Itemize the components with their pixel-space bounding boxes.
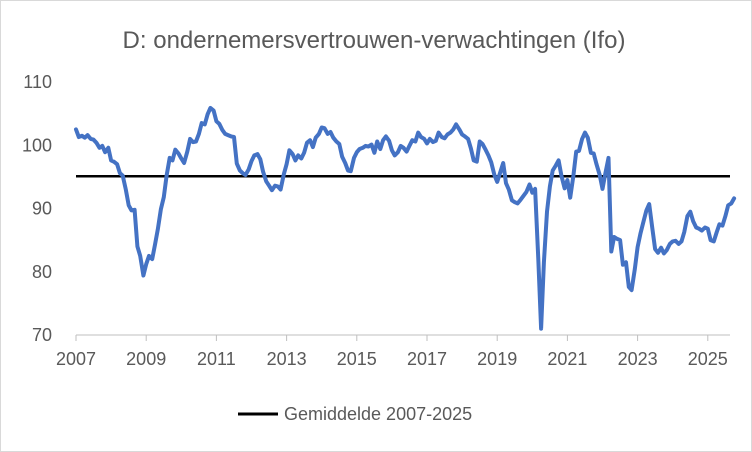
chart-title: D: ondernemersvertrouwen-verwachtingen (… bbox=[123, 27, 626, 54]
y-tick-label: 70 bbox=[32, 325, 52, 345]
x-tick-label: 2023 bbox=[618, 349, 658, 369]
x-tick-label: 2011 bbox=[197, 349, 236, 369]
x-tick-label: 2007 bbox=[56, 349, 96, 369]
x-tick-label: 2015 bbox=[337, 349, 377, 369]
y-tick-label: 100 bbox=[22, 135, 52, 155]
series-line-ifo-expectations bbox=[74, 105, 737, 331]
x-tick-label: 2009 bbox=[126, 349, 166, 369]
x-tick-label: 2021 bbox=[547, 349, 587, 369]
x-tick-label: 2017 bbox=[407, 349, 447, 369]
x-tick-label: 2019 bbox=[477, 349, 517, 369]
y-tick-label: 110 bbox=[23, 72, 52, 92]
y-tick-label: 80 bbox=[32, 262, 52, 282]
plot-area: 70 80 90 100 110 2007 2009 2011 2013 2015 2017 2019… bbox=[22, 72, 737, 369]
legend-label-average: Gemiddelde 2007-2025 bbox=[284, 404, 472, 424]
y-tick-label: 90 bbox=[32, 199, 52, 219]
chart-legend: Gemiddelde 2007-2025 bbox=[238, 404, 472, 424]
x-tick-label: 2013 bbox=[267, 349, 307, 369]
x-tick-label: 2025 bbox=[688, 349, 728, 369]
